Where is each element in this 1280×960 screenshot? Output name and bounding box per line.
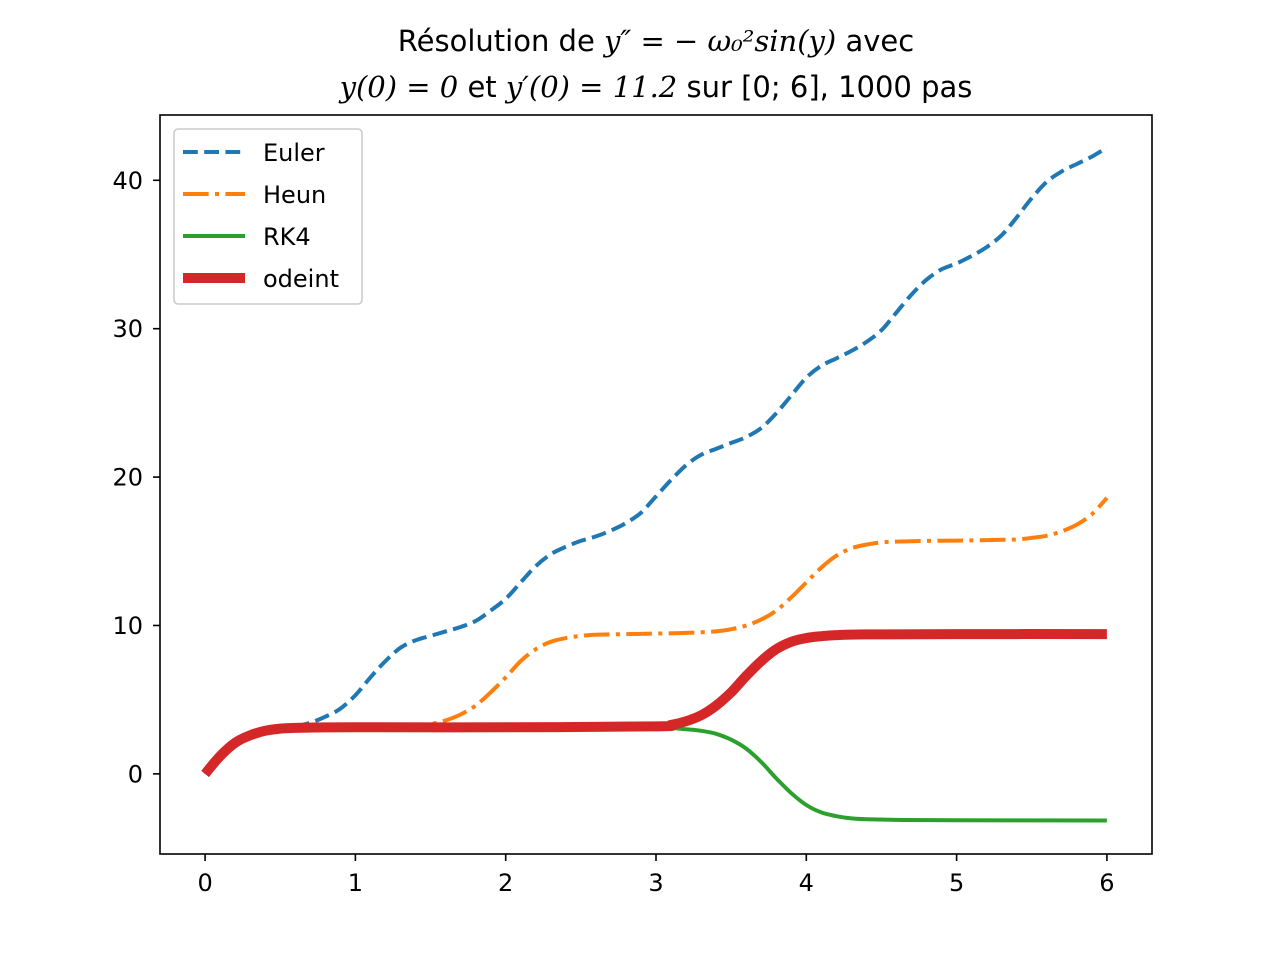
chart-title-line-2: y(0) = 0 et y′(0) = 11.2 sur [0; 6], 100…	[0, 64, 1280, 110]
chart-title-line-1: Résolution de y″ = − ω₀²sin(y) avec	[0, 18, 1280, 64]
title-line2-cond1: y(0) = 0	[339, 70, 459, 104]
title-line1-prefix: Résolution de	[397, 24, 595, 58]
title-line1-equation: y″ = − ω₀²sin(y)	[604, 24, 837, 58]
series-layer	[201, 145, 1109, 823]
chart-title: Résolution de y″ = − ω₀²sin(y) avec y(0)…	[0, 18, 1280, 110]
series-line-euler	[203, 145, 1108, 776]
y-tick-label: 0	[128, 760, 143, 788]
y-tick-label: 10	[112, 612, 143, 640]
legend-box	[173, 128, 363, 305]
title-line1-suffix: avec	[845, 24, 915, 58]
x-tick-label: 6	[1099, 869, 1114, 897]
title-line2-cond2: y′(0) = 11.2	[505, 70, 678, 104]
legend-label-heun: Heun	[263, 181, 326, 209]
series-line-heun	[203, 496, 1109, 776]
series-line-odeint	[201, 629, 1107, 778]
title-line2-mid: et	[467, 70, 497, 104]
x-tick-label: 4	[799, 869, 814, 897]
x-tick-label: 1	[348, 869, 363, 897]
legend-label-odeint: odeint	[263, 265, 339, 293]
x-tick-label: 2	[498, 869, 513, 897]
x-tick-label: 5	[949, 869, 964, 897]
axes-layer: 0 1 2 3 4 5 6 0 10 20 30 40	[112, 167, 1114, 897]
x-tick-label: 3	[648, 869, 663, 897]
legend-label-euler: Euler	[263, 139, 325, 167]
y-tick-label: 20	[112, 464, 143, 492]
y-tick-label: 30	[112, 315, 143, 343]
y-tick-label: 40	[112, 167, 143, 195]
x-tick-label: 0	[197, 869, 212, 897]
legend: Euler Heun RK4 odeint	[173, 128, 363, 305]
legend-label-rk4: RK4	[263, 223, 311, 251]
series-line-rk4	[203, 725, 1107, 823]
title-line2-suffix: sur [0; 6], 1000 pas	[686, 70, 973, 104]
